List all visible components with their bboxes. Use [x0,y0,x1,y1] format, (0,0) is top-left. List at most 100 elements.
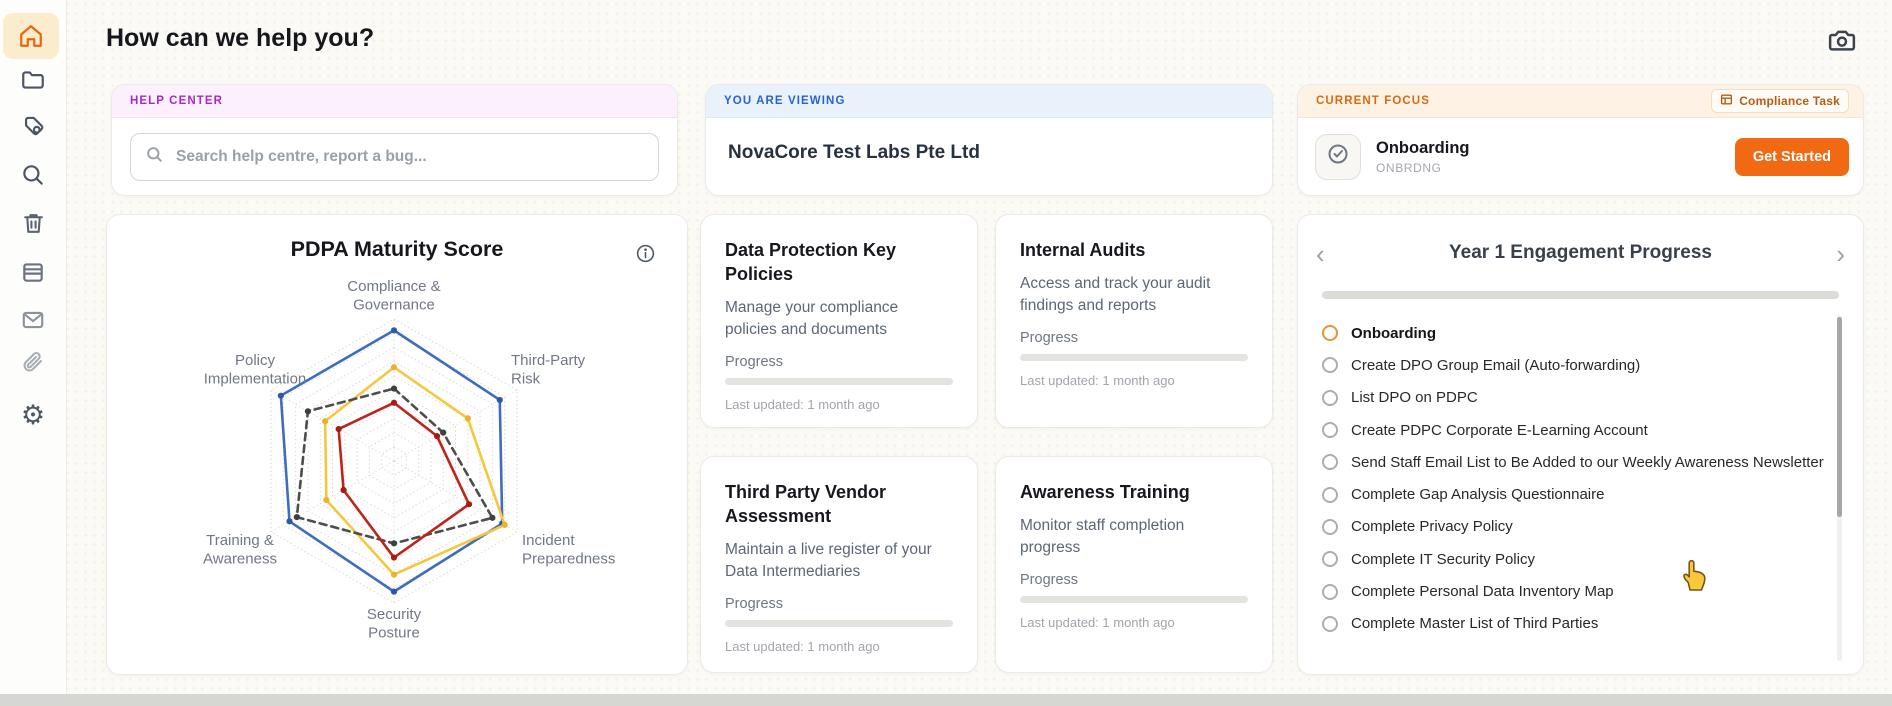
svg-text:Policy: Policy [235,352,276,369]
sidebar-item-folder[interactable] [0,57,66,103]
radio-circle-icon [1322,325,1338,342]
feature-card-internal-audits[interactable]: Internal Audits Access and track your au… [995,214,1273,428]
camera-icon [1826,25,1858,60]
chart-title: PDPA Maturity Score [290,237,504,261]
sidebar-item-trash[interactable] [0,200,66,246]
tags-icon [20,114,46,140]
you-are-viewing-card: YOU ARE VIEWING NovaCore Test Labs Pte L… [705,84,1273,196]
you-are-viewing-label: YOU ARE VIEWING [724,95,846,107]
svg-text:Governance: Governance [353,297,435,314]
feature-card-description: Access and track your audit findings and… [1020,274,1211,314]
task-code: ONBRDNG [1376,160,1442,175]
help-center-card: HELP CENTER [111,84,678,196]
radio-circle-icon [1322,422,1338,439]
radio-circle-icon [1322,486,1338,503]
search-icon [20,162,46,188]
svg-text:Awareness: Awareness [203,551,277,568]
radio-circle-icon [1322,518,1338,535]
checklist-item-label: Complete Gap Analysis Questionnaire [1351,486,1605,504]
screenshot-button[interactable] [1822,24,1862,60]
radio-circle-icon [1322,389,1338,406]
last-updated: Last updated: 1 month ago [725,396,880,412]
current-focus-card: CURRENT FOCUS Compliance Task Onboarding… [1297,84,1864,196]
current-focus-label: CURRENT FOCUS [1316,95,1430,107]
feature-card-title: Third Party Vendor Assessment [725,482,887,526]
checklist-item[interactable]: Create PDPC Corporate E-Learning Account [1322,414,1825,446]
svg-text:Risk: Risk [511,371,541,388]
checklist-item-label: Onboarding [1351,324,1436,342]
task-title: Onboarding [1376,138,1470,157]
feature-card-awareness-training[interactable]: Awareness Training Monitor staff complet… [995,456,1273,673]
help-search[interactable] [130,133,659,181]
checklist-item-label: Complete IT Security Policy [1351,550,1535,568]
sidebar-item-search[interactable] [0,152,66,198]
radio-circle-icon [1322,615,1338,632]
progress-bar [1020,353,1248,361]
checklist-item[interactable]: List DPO on PDPC [1322,382,1825,414]
last-updated: Last updated: 1 month ago [1020,372,1175,388]
checklist-item[interactable]: Create DPO Group Email (Auto-forwarding) [1322,349,1825,381]
sidebar-item-mail[interactable] [0,297,66,343]
sidebar-item-home[interactable] [3,13,59,59]
sidebar-item-settings[interactable]: ⚙ [0,392,66,438]
sidebar-item-table[interactable] [0,249,66,295]
last-updated: Last updated: 1 month ago [725,638,880,654]
checklist-item-label: Send Staff Email List to Be Added to our… [1351,453,1824,471]
svg-text:Compliance &: Compliance & [347,278,440,295]
svg-text:Security: Security [367,606,422,623]
checklist-item[interactable]: Complete IT Security Policy [1322,543,1825,575]
checklist-item[interactable]: Complete Master List of Third Parties [1322,608,1825,640]
checklist-item[interactable]: Onboarding [1322,317,1825,349]
chevron-right-icon[interactable]: › [1836,239,1845,269]
engagement-checklist: Onboarding Create DPO Group Email (Auto-f… [1322,317,1825,640]
engagement-progress-card: ‹ Year 1 Engagement Progress › Onboardin… [1297,214,1864,675]
checklist-item[interactable]: Send Staff Email List to Be Added to our… [1322,446,1825,478]
table-icon [20,259,46,285]
company-name: NovaCore Test Labs Pte Ltd [728,142,980,163]
radio-circle-icon [1322,454,1338,471]
feature-card-third-party-vendor[interactable]: Third Party Vendor Assessment Maintain a… [700,456,978,673]
svg-text:Training &: Training & [206,532,274,549]
checklist-item-label: Complete Privacy Policy [1351,518,1513,536]
current-focus-body: Onboarding ONBRDNG Get Started [1298,118,1863,195]
compliance-task-badge-label: Compliance Task [1739,94,1840,108]
engagement-title: Year 1 Engagement Progress [1449,242,1712,263]
sidebar: ⚙ [0,0,67,694]
checklist-item-label: Complete Personal Data Inventory Map [1351,583,1614,601]
task-avatar [1315,133,1361,180]
last-updated: Last updated: 1 month ago [1020,614,1175,630]
svg-text:Posture: Posture [368,625,420,642]
paperclip-icon [21,351,45,375]
progress-bar [725,619,953,627]
mail-icon [20,307,46,333]
chevron-left-icon[interactable]: ‹ [1316,239,1325,269]
pdpa-maturity-card: PDPA Maturity Score Compliance & Governan… [106,214,688,675]
trash-icon [21,211,46,236]
checklist-item[interactable]: Complete Privacy Policy [1322,511,1825,543]
checklist-item[interactable]: Complete Personal Data Inventory Map [1322,575,1825,607]
sidebar-item-tags[interactable] [0,104,66,150]
feature-card-description: Monitor staff completion progress [1020,516,1185,556]
get-started-button[interactable]: Get Started [1734,137,1849,176]
feature-card-description: Manage your compliance policies and docu… [725,298,899,338]
progress-label: Progress [725,595,784,612]
home-icon [18,23,44,49]
checklist-item-label: List DPO on PDPC [1351,389,1478,407]
folder-icon [20,67,46,93]
engagement-progress-bar [1322,291,1839,299]
feature-card-title: Awareness Training [1020,482,1190,502]
help-center-header: HELP CENTER [112,85,677,118]
scrollbar-thumb[interactable] [1837,317,1842,517]
checklist-item-label: Complete Master List of Third Parties [1351,615,1599,633]
progress-bar [1020,595,1248,603]
you-are-viewing-header: YOU ARE VIEWING [706,85,1272,118]
feature-card-data-protection[interactable]: Data Protection Key Policies Manage your… [700,214,978,428]
sidebar-item-attachments[interactable] [0,340,66,386]
info-icon[interactable] [633,241,657,265]
checklist-item[interactable]: Complete Gap Analysis Questionnaire [1322,478,1825,510]
page-title: How can we help you? [106,24,375,52]
checklist-item-label: Create DPO Group Email (Auto-forwarding) [1351,356,1641,374]
radio-circle-icon [1322,583,1338,600]
search-input[interactable] [174,147,644,167]
svg-text:Implementation: Implementation [204,371,307,388]
